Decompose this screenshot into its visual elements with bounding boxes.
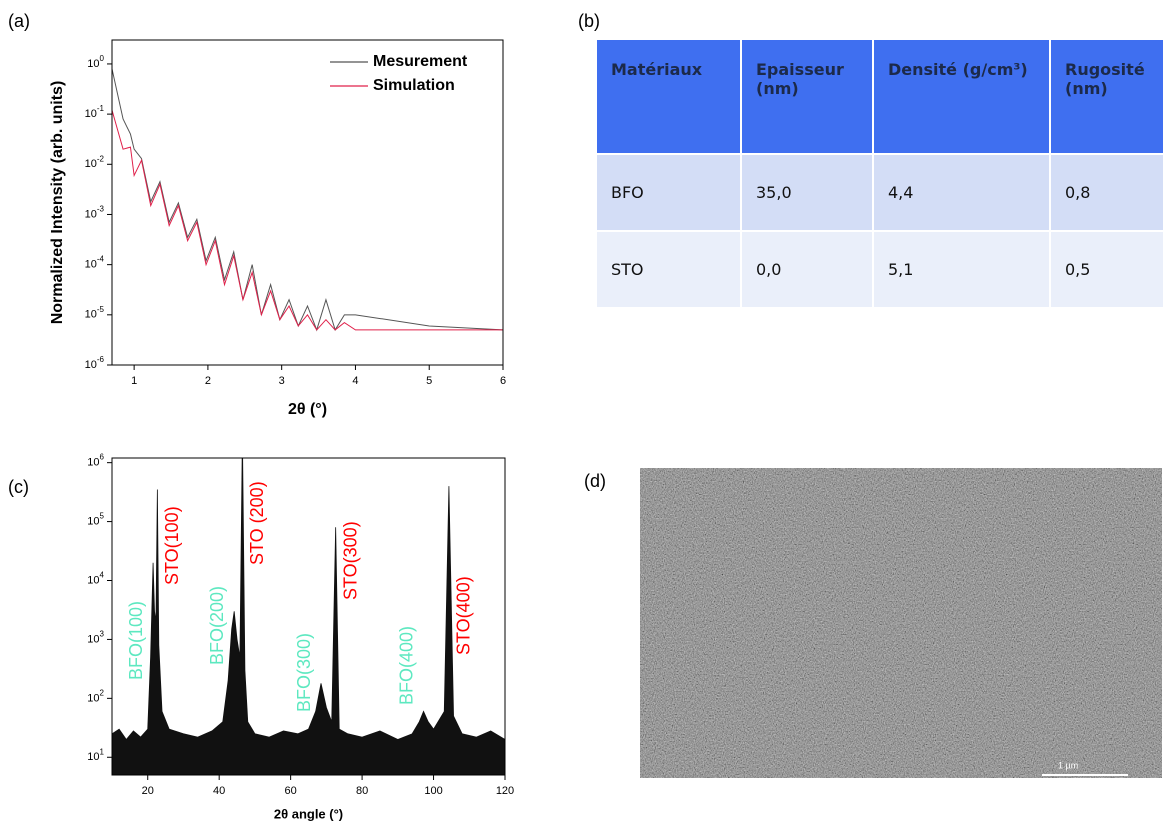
- peak-label: BFO(100): [126, 601, 146, 680]
- legend-label: Simulation: [373, 77, 455, 94]
- header-cell: Matériaux: [597, 40, 742, 154]
- y-tick-label: 10-1: [85, 104, 105, 120]
- panel-label: (c): [8, 477, 29, 497]
- axes-frame: [111, 39, 504, 366]
- header-cell: Epaisseur (nm): [741, 40, 874, 154]
- sem-image: [640, 468, 1162, 778]
- x-tick-label: 80: [356, 785, 368, 797]
- y-tick-label: 106: [87, 453, 104, 469]
- x-tick-label: 6: [500, 375, 506, 387]
- x-tick-label: 3: [279, 375, 285, 387]
- axes-frame: [111, 457, 506, 776]
- panel-label: (d): [584, 471, 606, 491]
- cell: 0,8: [1050, 153, 1165, 231]
- peak-label: STO (200): [247, 481, 267, 565]
- cell: 35,0: [741, 153, 874, 231]
- cell: BFO: [597, 153, 742, 231]
- scale-bar-label: 1 µm: [1058, 760, 1078, 770]
- x-tick-label: 2: [205, 375, 211, 387]
- y-tick-label: 10-3: [85, 205, 105, 221]
- y-tick-label: 105: [87, 512, 104, 528]
- x-axis-label: 2θ (°): [288, 401, 327, 418]
- plot-area: [112, 68, 503, 332]
- cell: 0,5: [1050, 230, 1165, 307]
- materials-table: Matériaux Epaisseur (nm) Densité (g/cm³)…: [597, 40, 1165, 307]
- y-tick-label: 102: [87, 688, 104, 704]
- y-tick-label: 10-2: [85, 154, 105, 170]
- y-tick-label: 103: [87, 630, 104, 646]
- panel-label: (a): [8, 11, 30, 31]
- y-tick-label: 101: [87, 747, 104, 763]
- cell: 5,1: [873, 230, 1051, 307]
- legend-label: Mesurement: [373, 53, 468, 70]
- header-cell: Rugosité (nm): [1050, 40, 1165, 154]
- cell: STO: [597, 230, 742, 307]
- x-tick-label: 120: [496, 785, 514, 797]
- y-tick-label: 104: [87, 571, 104, 587]
- cell: 4,4: [873, 153, 1051, 231]
- y-tick-label: 10-6: [85, 355, 105, 371]
- header-cell: Densité (g/cm³): [873, 40, 1051, 154]
- peak-label: BFO(400): [396, 626, 416, 705]
- table-row: BFO 35,0 4,4 0,8: [597, 153, 1165, 231]
- peak-label: STO(100): [162, 506, 182, 585]
- peak-label: STO(300): [340, 521, 360, 600]
- peak-label: STO(400): [454, 576, 474, 655]
- cell: 0,0: [741, 230, 874, 307]
- x-tick-label: 40: [213, 785, 225, 797]
- y-tick-label: 10-4: [85, 255, 105, 271]
- series-line: [112, 68, 503, 332]
- x-tick-label: 60: [285, 785, 297, 797]
- x-axis-label: 2θ angle (°): [274, 806, 343, 821]
- y-axis-label: Normalized Intensity (arb. units): [49, 81, 66, 325]
- peak-label: BFO(300): [294, 633, 314, 712]
- plot-area: [112, 458, 505, 775]
- x-tick-label: 1: [131, 375, 137, 387]
- peak-label: BFO(200): [207, 586, 227, 665]
- x-tick-label: 4: [352, 375, 358, 387]
- y-tick-label: 10-5: [85, 305, 105, 321]
- table-header: Matériaux Epaisseur (nm) Densité (g/cm³)…: [597, 40, 1165, 154]
- table-row: STO 0,0 5,1 0,5: [597, 230, 1165, 307]
- series-line: [112, 110, 503, 331]
- diffraction-area: [112, 458, 505, 775]
- x-tick-label: 20: [142, 785, 154, 797]
- x-tick-label: 5: [426, 375, 432, 387]
- y-tick-label: 100: [87, 54, 104, 70]
- x-tick-label: 100: [424, 785, 442, 797]
- panel-label: (b): [578, 11, 600, 31]
